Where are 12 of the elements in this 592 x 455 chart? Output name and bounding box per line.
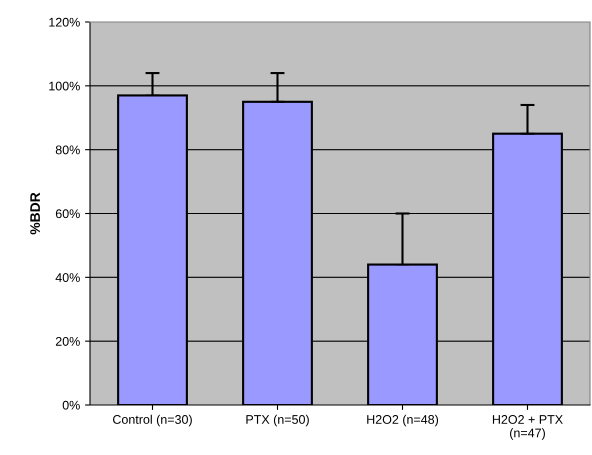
y-tick-label: 60% [56,209,80,218]
y-tick-label: 0% [62,400,80,410]
y-axis-title: %BDR [30,192,40,234]
y-tick-label: 40% [56,273,80,282]
x-tick-label: PTX (n=50) [246,414,309,426]
y-tick-label: 80% [56,145,80,154]
x-tick-label: H2O2 (n=48) [367,414,438,426]
x-tick-label: Control (n=30) [113,414,192,426]
y-tick-label: 100% [49,82,80,90]
y-tick-label: 120% [49,18,80,27]
y-tick-label: 20% [56,336,80,346]
x-tick-label: H2O2 + PTX (n=47) [492,415,563,440]
